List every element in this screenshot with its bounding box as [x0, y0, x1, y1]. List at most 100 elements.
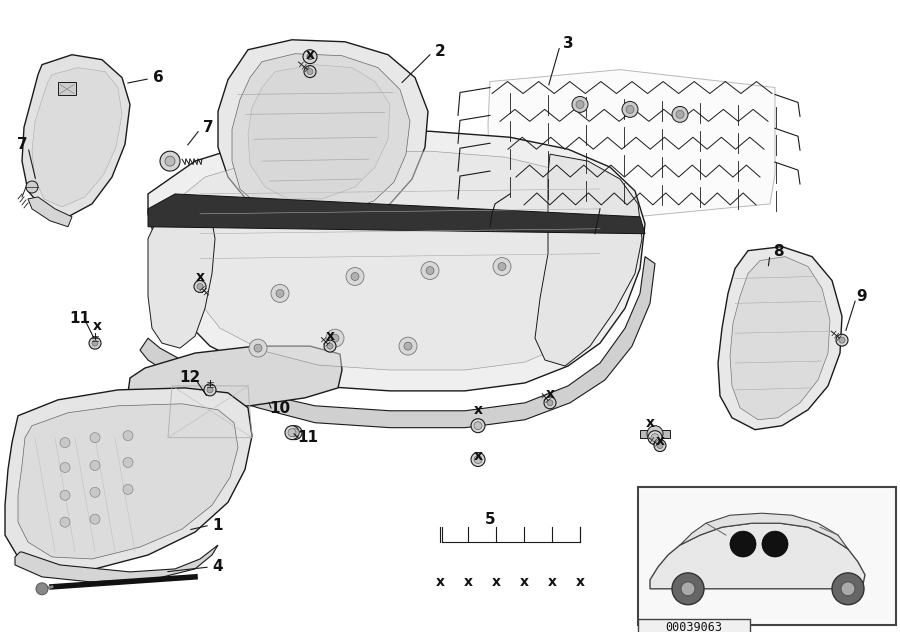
Text: x: x [326, 329, 335, 343]
Circle shape [404, 342, 412, 350]
Circle shape [326, 329, 344, 347]
Circle shape [474, 422, 482, 430]
Circle shape [123, 431, 133, 441]
Polygon shape [148, 131, 645, 391]
Circle shape [654, 439, 666, 451]
Text: 8: 8 [773, 244, 783, 259]
Text: 11: 11 [298, 430, 319, 445]
Polygon shape [28, 197, 72, 227]
Circle shape [672, 573, 704, 605]
Circle shape [276, 290, 284, 297]
Text: 9: 9 [857, 289, 868, 304]
Text: x: x [545, 387, 554, 401]
Polygon shape [128, 346, 342, 408]
Circle shape [90, 487, 100, 497]
Circle shape [672, 107, 688, 123]
Circle shape [841, 582, 855, 596]
Polygon shape [218, 40, 428, 227]
Polygon shape [15, 545, 218, 582]
Polygon shape [5, 388, 252, 569]
Circle shape [572, 97, 588, 112]
Circle shape [123, 458, 133, 467]
Circle shape [307, 69, 313, 74]
Circle shape [498, 263, 506, 271]
Circle shape [197, 283, 203, 290]
Circle shape [160, 151, 180, 171]
Circle shape [207, 387, 213, 393]
Text: 5: 5 [485, 512, 495, 526]
Text: x: x [547, 575, 556, 589]
Circle shape [60, 517, 70, 527]
Circle shape [547, 400, 553, 406]
Text: x: x [93, 319, 102, 333]
Circle shape [681, 582, 695, 596]
Polygon shape [172, 151, 618, 370]
Circle shape [471, 453, 485, 467]
Circle shape [648, 431, 662, 444]
Text: 1: 1 [212, 518, 223, 533]
Polygon shape [22, 55, 130, 217]
Circle shape [194, 281, 206, 292]
Circle shape [304, 65, 316, 77]
Polygon shape [718, 246, 842, 430]
Text: x: x [464, 575, 472, 589]
Text: 7: 7 [202, 120, 213, 135]
Circle shape [839, 337, 845, 343]
Circle shape [544, 397, 556, 409]
Circle shape [249, 339, 267, 357]
Circle shape [331, 334, 339, 342]
Circle shape [471, 418, 485, 432]
Bar [638, 618, 750, 635]
Text: 12: 12 [179, 370, 201, 385]
Text: x: x [473, 403, 482, 417]
Circle shape [90, 514, 100, 524]
Circle shape [730, 531, 756, 557]
Polygon shape [232, 54, 410, 217]
Circle shape [836, 334, 848, 346]
Circle shape [254, 344, 262, 352]
Polygon shape [148, 194, 645, 234]
Text: x: x [473, 448, 482, 462]
Bar [640, 430, 670, 438]
Circle shape [60, 462, 70, 472]
Bar [638, 487, 896, 625]
Text: 6: 6 [153, 70, 164, 85]
Circle shape [288, 429, 296, 437]
Circle shape [426, 267, 434, 274]
Circle shape [92, 340, 98, 346]
Circle shape [271, 284, 289, 302]
Circle shape [651, 434, 659, 441]
Text: 2: 2 [435, 44, 446, 59]
Circle shape [762, 531, 788, 557]
Text: 3: 3 [562, 36, 573, 51]
Polygon shape [18, 404, 238, 559]
Text: x: x [436, 575, 445, 589]
Circle shape [89, 337, 101, 349]
Circle shape [324, 340, 336, 352]
Circle shape [90, 432, 100, 443]
Text: 4: 4 [212, 559, 223, 575]
Circle shape [832, 573, 864, 605]
Polygon shape [535, 154, 642, 366]
Polygon shape [650, 523, 865, 589]
Polygon shape [32, 68, 122, 207]
Circle shape [36, 583, 48, 595]
Circle shape [622, 102, 638, 117]
Text: x: x [519, 575, 528, 589]
Circle shape [303, 50, 317, 64]
Polygon shape [730, 257, 830, 420]
Circle shape [493, 258, 511, 276]
Circle shape [346, 267, 364, 286]
Circle shape [123, 485, 133, 494]
Circle shape [285, 425, 299, 439]
Text: x: x [645, 416, 654, 430]
Circle shape [576, 100, 584, 109]
Circle shape [288, 425, 302, 439]
Text: 10: 10 [269, 401, 291, 417]
Circle shape [60, 490, 70, 500]
Circle shape [327, 343, 333, 349]
Circle shape [291, 429, 299, 437]
Circle shape [90, 460, 100, 471]
Text: 00039063: 00039063 [665, 621, 723, 634]
Circle shape [26, 181, 38, 193]
